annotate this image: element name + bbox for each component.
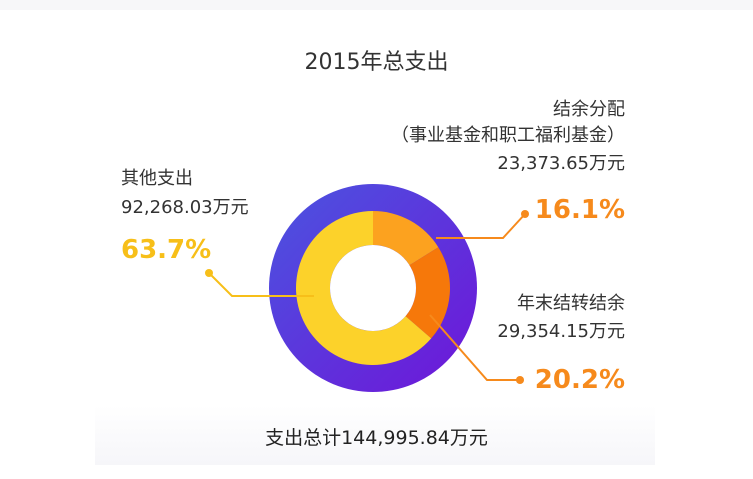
leader-line-jieyu [436, 213, 526, 239]
slice-label-qita-name: 其他支出 [121, 168, 193, 189]
slice-percent-jieyu: 16.1% [534, 195, 625, 225]
leader-line-qita [208, 272, 314, 297]
leader-dot-nianmo [516, 376, 524, 384]
slice-label-qita-value: 92,268.03万元 [121, 197, 249, 218]
donut-hole [330, 245, 416, 331]
top-strip [0, 0, 753, 10]
slice-label-jieyu-desc: （事业基金和职工福利基金） [391, 125, 625, 146]
slice-nianmo [405, 247, 450, 339]
slice-qita [296, 211, 432, 365]
bottom-panel [95, 405, 655, 465]
slice-label-nianmo-value: 29,354.15万元 [497, 321, 625, 342]
leader-dot-jieyu [521, 210, 529, 218]
leader-dot-qita [205, 269, 213, 277]
slice-jieyu [373, 211, 439, 266]
leader-line-nianmo [429, 314, 520, 381]
slice-label-jieyu-name: 结余分配 [553, 99, 625, 120]
total-label: 支出总计144,995.84万元 [265, 427, 488, 449]
slice-label-jieyu-value: 23,373.65万元 [497, 153, 625, 174]
slice-percent-nianmo: 20.2% [534, 365, 625, 395]
slice-label-nianmo-name: 年末结转结余 [517, 293, 625, 314]
slice-percent-qita: 63.7% [121, 235, 212, 265]
chart-title: 2015年总支出 [304, 50, 449, 75]
